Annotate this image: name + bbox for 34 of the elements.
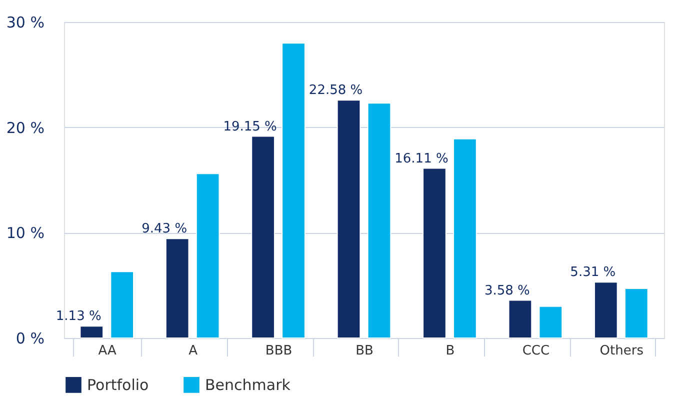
- y-tick-label: 0 %: [16, 330, 44, 348]
- x-tick-label: CCC: [522, 344, 550, 358]
- bar: [336, 100, 361, 338]
- data-label: 19.15 %: [223, 119, 277, 134]
- x-tick-label: Others: [600, 344, 644, 358]
- bar: [624, 288, 648, 338]
- legend-label: Benchmark: [205, 376, 291, 394]
- data-label: 9.43 %: [142, 222, 188, 237]
- data-label: 1.13 %: [56, 309, 102, 324]
- bar: [594, 282, 618, 338]
- bar: [110, 271, 134, 338]
- bar: [165, 238, 190, 338]
- y-tick-label: 30 %: [6, 14, 44, 32]
- bar: [367, 102, 392, 338]
- bar: [422, 168, 446, 338]
- bar: [538, 306, 563, 338]
- legend-label: Portfolio: [87, 376, 149, 394]
- bar: [282, 42, 306, 338]
- x-tick-label: B: [446, 344, 455, 358]
- bar: [251, 136, 275, 338]
- bar: [453, 138, 477, 338]
- x-tick-label: A: [188, 344, 198, 358]
- x-tick-label: BB: [356, 344, 374, 358]
- data-label: 3.58 %: [484, 283, 530, 298]
- y-tick-label: 10 %: [6, 224, 44, 242]
- bar: [196, 173, 220, 338]
- bar: [80, 326, 104, 338]
- x-tick-label: BBB: [265, 344, 292, 358]
- data-label: 16.11 %: [394, 151, 448, 166]
- data-label: 5.31 %: [570, 265, 616, 280]
- data-label: 22.58 %: [308, 83, 363, 98]
- y-tick-label: 20 %: [6, 118, 44, 137]
- bar: [508, 300, 532, 338]
- x-tick-label: AA: [98, 344, 117, 358]
